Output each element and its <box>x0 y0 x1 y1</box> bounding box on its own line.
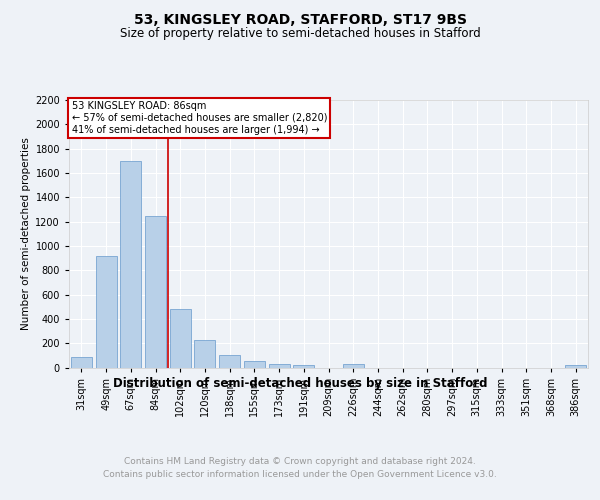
Bar <box>194 340 215 367</box>
Bar <box>120 161 141 368</box>
Text: 53, KINGSLEY ROAD, STAFFORD, ST17 9BS: 53, KINGSLEY ROAD, STAFFORD, ST17 9BS <box>133 12 467 26</box>
Bar <box>219 356 240 368</box>
Bar <box>565 365 586 368</box>
Y-axis label: Number of semi-detached properties: Number of semi-detached properties <box>21 138 31 330</box>
Bar <box>343 364 364 368</box>
Text: Size of property relative to semi-detached houses in Stafford: Size of property relative to semi-detach… <box>119 28 481 40</box>
Bar <box>145 216 166 368</box>
Text: Distribution of semi-detached houses by size in Stafford: Distribution of semi-detached houses by … <box>113 378 487 390</box>
Bar <box>244 361 265 368</box>
Text: 53 KINGSLEY ROAD: 86sqm
← 57% of semi-detached houses are smaller (2,820)
41% of: 53 KINGSLEY ROAD: 86sqm ← 57% of semi-de… <box>71 102 327 134</box>
Bar <box>293 365 314 368</box>
Text: Contains HM Land Registry data © Crown copyright and database right 2024.
Contai: Contains HM Land Registry data © Crown c… <box>103 458 497 479</box>
Bar <box>269 364 290 368</box>
Bar <box>71 356 92 368</box>
Bar <box>170 309 191 368</box>
Bar <box>95 256 116 368</box>
